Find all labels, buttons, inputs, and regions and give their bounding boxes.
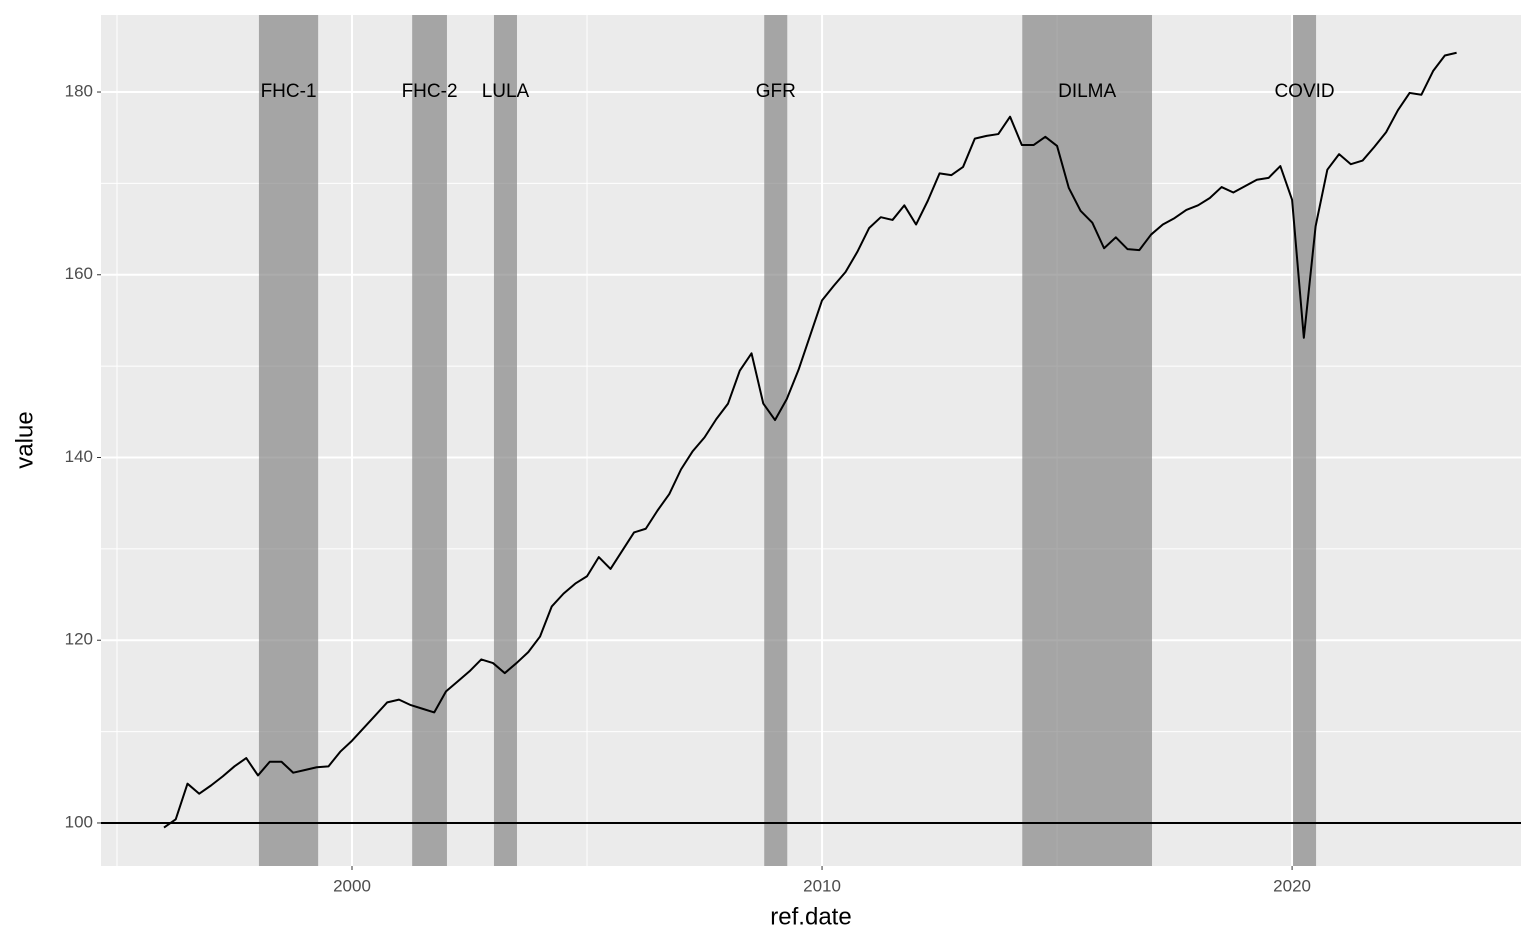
- x-tick-label: 2000: [333, 876, 371, 895]
- plot-background: [101, 15, 1521, 866]
- band-label: GFR: [756, 81, 796, 102]
- x-tick-label: 2010: [803, 876, 841, 895]
- y-axis-title: value: [11, 411, 38, 468]
- band-label: FHC-2: [402, 81, 458, 102]
- y-tick-label: 100: [65, 812, 93, 831]
- period-band: [493, 15, 517, 866]
- period-band: [1022, 15, 1153, 866]
- data-line: [163, 51, 1457, 829]
- period-band: [412, 15, 447, 866]
- period-band: [764, 15, 788, 866]
- band-label: FHC-1: [261, 81, 317, 102]
- band-label: DILMA: [1058, 81, 1116, 102]
- y-tick-label: 160: [65, 264, 93, 283]
- period-band: [1293, 15, 1317, 866]
- y-tick-label: 140: [65, 447, 93, 466]
- band-label: COVID: [1274, 81, 1334, 102]
- period-band: [258, 15, 319, 866]
- x-tick-label: 2020: [1273, 876, 1311, 895]
- y-tick-label: 180: [65, 82, 93, 101]
- band-label: LULA: [482, 81, 530, 102]
- x-axis-title: ref.date: [770, 903, 851, 930]
- y-tick-label: 120: [65, 630, 93, 649]
